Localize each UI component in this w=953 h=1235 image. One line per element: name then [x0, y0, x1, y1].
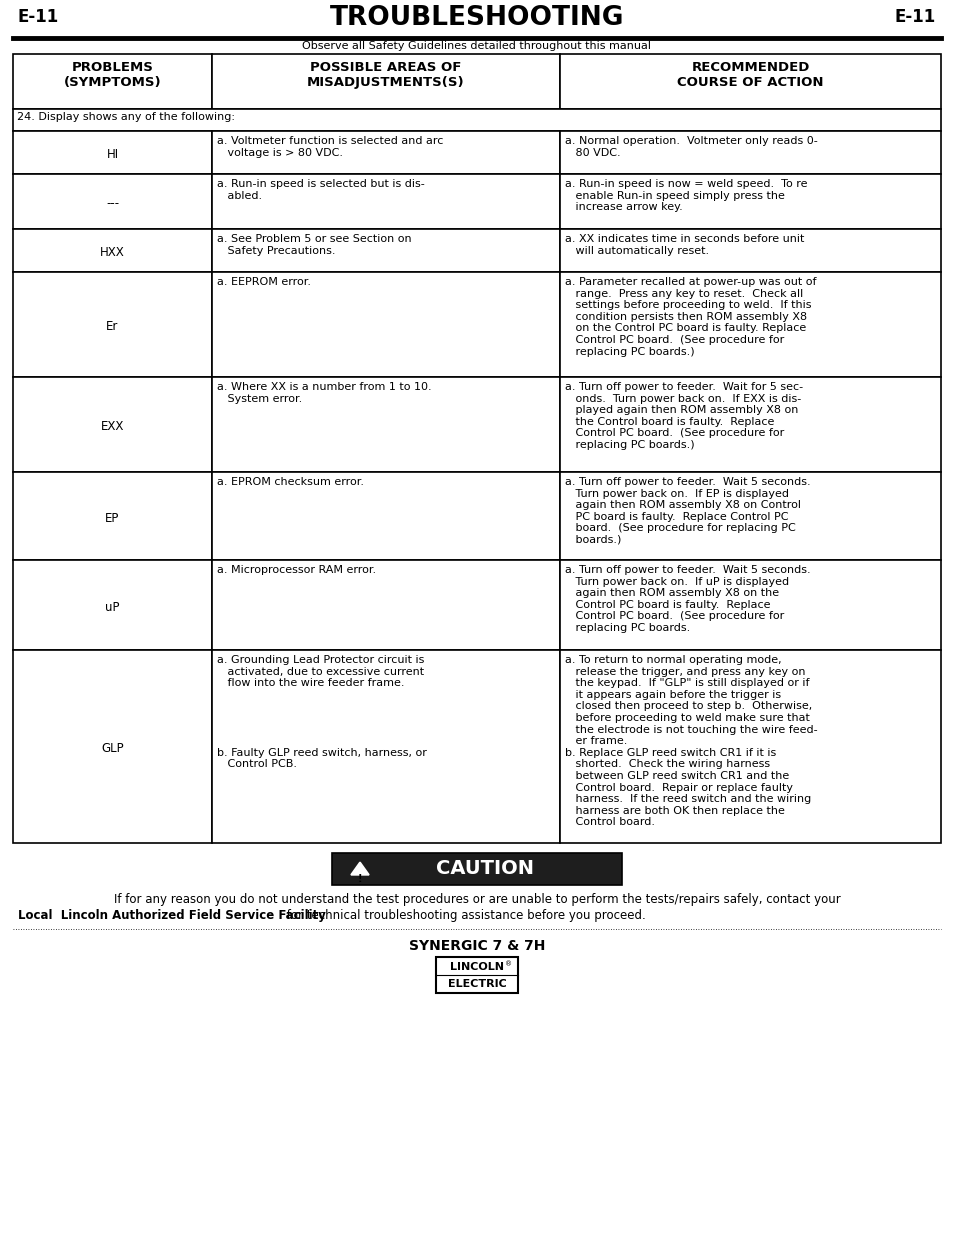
Text: If for any reason you do not understand the test procedures or are unable to per: If for any reason you do not understand …: [113, 893, 840, 906]
Bar: [13, 131, 212, 174]
Bar: [13, 472, 212, 559]
Text: uP: uP: [105, 601, 120, 614]
Text: a. Normal operation.  Voltmeter only reads 0-
   80 VDC.: a. Normal operation. Voltmeter only read…: [564, 136, 817, 158]
Text: Local  Lincoln Authorized Field Service Facility: Local Lincoln Authorized Field Service F…: [18, 909, 326, 923]
Text: Observe all Safety Guidelines detailed throughout this manual: Observe all Safety Guidelines detailed t…: [302, 41, 651, 51]
Bar: [13, 174, 212, 228]
Text: ELECTRIC: ELECTRIC: [447, 979, 506, 989]
Bar: [559, 174, 940, 228]
Bar: [212, 377, 559, 472]
Bar: [13, 272, 212, 377]
Text: HI: HI: [107, 148, 118, 162]
Bar: [13, 650, 212, 844]
Text: PROBLEMS
(SYMPTOMS): PROBLEMS (SYMPTOMS): [64, 61, 161, 89]
Bar: [559, 228, 940, 272]
Bar: [13, 228, 212, 272]
Text: CAUTION: CAUTION: [436, 858, 534, 878]
Bar: [559, 650, 940, 844]
Text: LINCOLN: LINCOLN: [450, 962, 503, 972]
Bar: [212, 272, 559, 377]
Text: a. Microprocessor RAM error.: a. Microprocessor RAM error.: [216, 564, 375, 576]
Bar: [212, 54, 559, 109]
Bar: [212, 472, 559, 559]
Text: RECOMMENDED
COURSE OF ACTION: RECOMMENDED COURSE OF ACTION: [677, 61, 822, 89]
Text: HXX: HXX: [100, 247, 125, 259]
Text: for technical troubleshooting assistance before you proceed.: for technical troubleshooting assistance…: [283, 909, 645, 923]
Text: a. Run-in speed is now = weld speed.  To re
   enable Run-in speed simply press : a. Run-in speed is now = weld speed. To …: [564, 179, 806, 212]
Bar: [436, 957, 517, 993]
Text: a. Where XX is a number from 1 to 10.
   System error.: a. Where XX is a number from 1 to 10. Sy…: [216, 382, 431, 404]
Bar: [212, 559, 559, 650]
Text: a. See Problem 5 or see Section on
   Safety Precautions.: a. See Problem 5 or see Section on Safet…: [216, 233, 411, 256]
Text: EXX: EXX: [101, 420, 124, 433]
Text: a. Parameter recalled at power-up was out of
   range.  Press any key to reset. : a. Parameter recalled at power-up was ou…: [564, 277, 816, 357]
Text: a. Grounding Lead Protector circuit is
   activated, due to excessive current
  : a. Grounding Lead Protector circuit is a…: [216, 655, 426, 769]
Bar: [13, 54, 212, 109]
Text: !: !: [357, 874, 362, 884]
Text: ®: ®: [504, 961, 512, 967]
Bar: [212, 650, 559, 844]
Polygon shape: [351, 862, 369, 874]
Text: TROUBLESHOOTING: TROUBLESHOOTING: [330, 5, 623, 31]
Text: a. Turn off power to feeder.  Wait 5 seconds.
   Turn power back on.  If uP is d: a. Turn off power to feeder. Wait 5 seco…: [564, 564, 810, 634]
Text: ---: ---: [106, 198, 119, 210]
Bar: [13, 109, 940, 131]
Bar: [559, 54, 940, 109]
Bar: [212, 228, 559, 272]
Text: a. EEPROM error.: a. EEPROM error.: [216, 277, 311, 287]
Text: a. Run-in speed is selected but is dis-
   abled.: a. Run-in speed is selected but is dis- …: [216, 179, 424, 200]
Text: EP: EP: [105, 513, 119, 525]
Bar: [212, 131, 559, 174]
Bar: [13, 377, 212, 472]
Bar: [559, 131, 940, 174]
Text: Er: Er: [106, 321, 118, 333]
Text: a. XX indicates time in seconds before unit
   will automatically reset.: a. XX indicates time in seconds before u…: [564, 233, 803, 256]
Text: a. Voltmeter function is selected and arc
   voltage is > 80 VDC.: a. Voltmeter function is selected and ar…: [216, 136, 443, 158]
Text: 24. Display shows any of the following:: 24. Display shows any of the following:: [17, 112, 234, 122]
Text: a. To return to normal operating mode,
   release the trigger, and press any key: a. To return to normal operating mode, r…: [564, 655, 817, 827]
Text: a. EPROM checksum error.: a. EPROM checksum error.: [216, 477, 364, 487]
Bar: [13, 559, 212, 650]
Bar: [559, 272, 940, 377]
Bar: [559, 472, 940, 559]
Bar: [559, 559, 940, 650]
Bar: [332, 853, 621, 885]
Text: POSSIBLE AREAS OF
MISADJUSTMENTS(S): POSSIBLE AREAS OF MISADJUSTMENTS(S): [307, 61, 464, 89]
Bar: [559, 377, 940, 472]
Text: a. Turn off power to feeder.  Wait for 5 sec-
   onds.  Turn power back on.  If : a. Turn off power to feeder. Wait for 5 …: [564, 382, 802, 450]
Text: a. Turn off power to feeder.  Wait 5 seconds.
   Turn power back on.  If EP is d: a. Turn off power to feeder. Wait 5 seco…: [564, 477, 810, 545]
Text: GLP: GLP: [101, 742, 124, 756]
Bar: [212, 174, 559, 228]
Text: E-11: E-11: [894, 7, 935, 26]
Text: E-11: E-11: [18, 7, 59, 26]
Text: SYNERGIC 7 & 7H: SYNERGIC 7 & 7H: [409, 939, 544, 953]
